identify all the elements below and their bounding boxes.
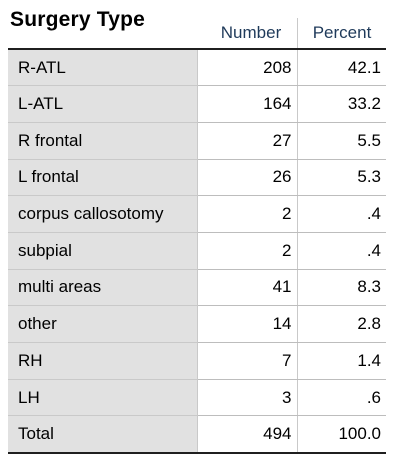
row-percent: 33.2 xyxy=(296,85,386,123)
row-percent: 1.4 xyxy=(296,342,386,380)
row-percent: 5.3 xyxy=(296,159,386,197)
row-percent: 42.1 xyxy=(296,48,386,87)
column-header-number: Number xyxy=(220,23,282,42)
table-header: Surgery Type Number Percent xyxy=(8,8,386,48)
row-number: 41 xyxy=(196,269,297,307)
row-label: L-ATL xyxy=(8,85,197,123)
row-label: multi areas xyxy=(8,269,197,307)
table-row: R frontal 27 5.5 xyxy=(8,122,386,160)
table-row: R-ATL 208 42.1 xyxy=(8,48,386,87)
row-percent: .6 xyxy=(296,379,386,417)
row-label: R-ATL xyxy=(8,48,197,87)
surgery-type-table: Surgery Type Number Percent R-ATL 208 42… xyxy=(8,8,386,454)
row-number: 26 xyxy=(196,159,297,197)
column-header-percent: Percent xyxy=(312,23,372,42)
table-row: L frontal 26 5.3 xyxy=(8,159,386,197)
data-table: R-ATL 208 42.1 L-ATL 164 33.2 R frontal … xyxy=(8,48,386,454)
row-number: 7 xyxy=(196,342,297,380)
row-percent: 2.8 xyxy=(296,305,386,343)
table-row-total: Total 494 100.0 xyxy=(8,415,386,454)
table-row: corpus callosotomy 2 .4 xyxy=(8,195,386,233)
table-title: Surgery Type xyxy=(10,8,146,31)
row-percent: 8.3 xyxy=(296,269,386,307)
row-percent: 100.0 xyxy=(296,415,386,454)
row-percent: 5.5 xyxy=(296,122,386,160)
row-number: 2 xyxy=(196,195,297,233)
table-row: L-ATL 164 33.2 xyxy=(8,85,386,123)
row-number: 164 xyxy=(196,85,297,123)
table-row: RH 7 1.4 xyxy=(8,342,386,380)
row-label: LH xyxy=(8,379,197,417)
row-label: RH xyxy=(8,342,197,380)
row-label: L frontal xyxy=(8,159,197,197)
row-label: corpus callosotomy xyxy=(8,195,197,233)
row-percent: .4 xyxy=(296,232,386,270)
header-divider xyxy=(297,18,298,48)
row-number: 27 xyxy=(196,122,297,160)
row-number: 14 xyxy=(196,305,297,343)
table-row: subpial 2 .4 xyxy=(8,232,386,270)
row-number: 3 xyxy=(196,379,297,417)
row-label: other xyxy=(8,305,197,343)
row-number: 208 xyxy=(196,48,297,87)
table-row: multi areas 41 8.3 xyxy=(8,269,386,307)
table-row: other 14 2.8 xyxy=(8,305,386,343)
row-percent: .4 xyxy=(296,195,386,233)
row-number: 2 xyxy=(196,232,297,270)
row-label: R frontal xyxy=(8,122,197,160)
row-label: Total xyxy=(8,415,197,454)
row-number: 494 xyxy=(196,415,297,454)
row-label: subpial xyxy=(8,232,197,270)
table-row: LH 3 .6 xyxy=(8,379,386,417)
